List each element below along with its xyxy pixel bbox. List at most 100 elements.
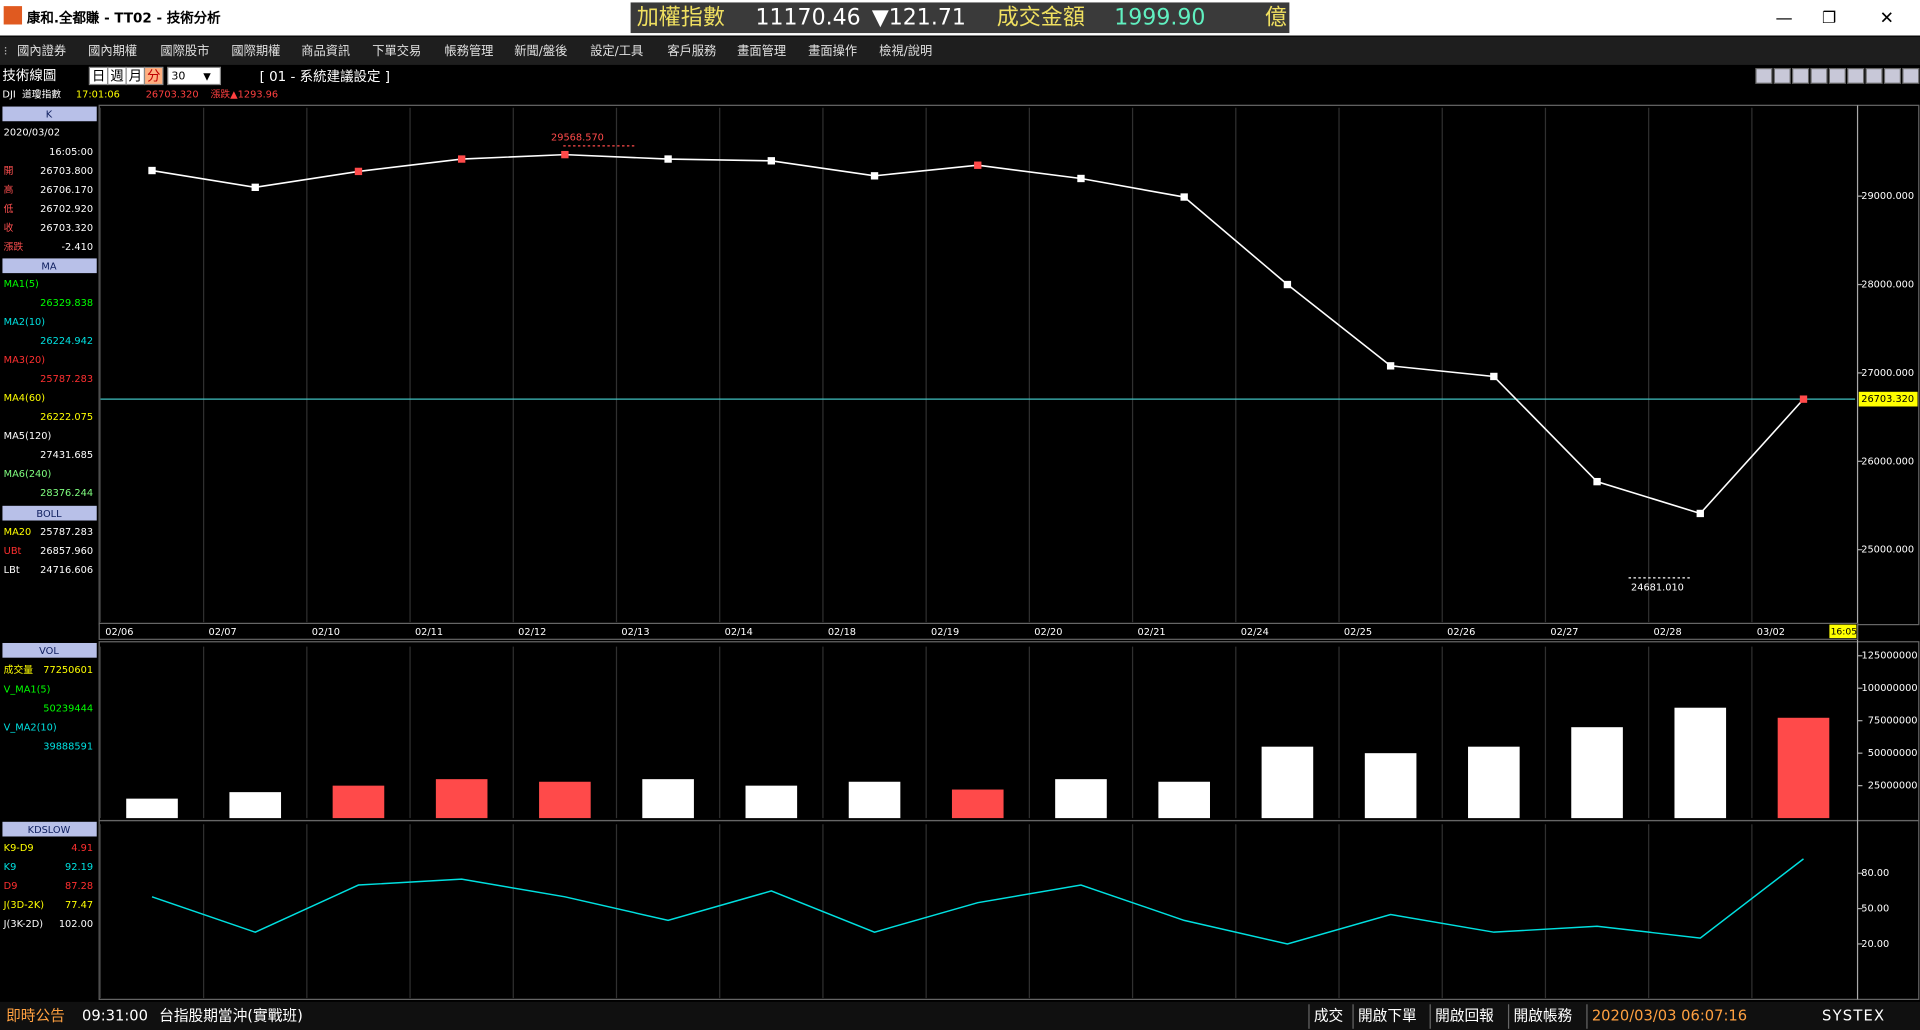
date-axis [98,622,1859,640]
y-tick-label: 50.00 [1861,904,1889,915]
dropdown-arrow: ▼ [203,72,211,83]
y-tick-label: 20.00 [1861,939,1889,950]
tool-icon[interactable] [1792,67,1810,84]
close[interactable]: ✕ [1880,8,1894,28]
menu-item[interactable]: 新聞/盤後 [514,43,567,58]
info-label: 收 [4,221,14,234]
status-button[interactable]: 開啟帳務 [1513,1008,1572,1025]
menu-grip: ⁝ [4,44,8,58]
period-button[interactable] [143,66,164,86]
price-line [151,153,1805,515]
info-label: UBt [4,546,22,557]
info-value: 25787.283 [40,527,93,538]
info-value: 50239444 [43,704,93,715]
price-candle [1490,372,1498,381]
quote-time: 17:01:06 [76,89,120,100]
maximize[interactable]: ❐ [1822,8,1836,27]
price-candle [1593,477,1601,486]
x-tick-label: 02/14 [725,627,753,638]
x-tick-label: 02/10 [312,627,340,638]
volume-bar [229,792,282,819]
y-tick-label: 80.00 [1861,868,1889,879]
tool-icon[interactable] [1773,67,1791,84]
y-tick-label: 75000000 [1868,716,1918,727]
menu-item[interactable]: 商品資訊 [301,43,350,58]
tool-icon[interactable] [1810,67,1828,84]
info-label: 開 [4,165,14,177]
volume-bar [1571,727,1623,819]
last-price-label: 26703.320 [1861,394,1914,405]
y-tick-label: 29000.000 [1861,191,1914,202]
price-candle [1386,362,1395,370]
x-tick-label: 02/24 [1241,627,1269,638]
volume-bar [539,781,591,819]
menu-item[interactable]: 檢視/說明 [879,43,932,58]
status-button[interactable]: 開啟回報 [1435,1008,1494,1025]
x-tick-label: 02/26 [1447,627,1475,638]
menu-item[interactable]: 客戶服務 [667,43,717,58]
menu-item[interactable]: 國際股市 [160,43,209,58]
y-tick-label: 50000000 [1868,748,1918,759]
tool-icon[interactable] [1883,67,1902,84]
info-value: 26329.838 [40,298,93,309]
section-title: BOLL [36,509,62,520]
status-headline: 台指股期當沖(實戰班) [159,1007,303,1025]
info-label: J(3K-2D) [3,919,43,930]
menu-item[interactable]: 畫面操作 [808,43,857,58]
index-value: 11170.46 [756,5,861,30]
section-header [2,642,97,658]
low-label: 24681.010 [1631,583,1684,594]
toolbar-title: 技術線圖 [2,68,56,84]
info-value: 26857.960 [40,546,93,557]
quote-change: 漲跌▲1293.96 [211,87,279,100]
menu-item[interactable]: 畫面管理 [737,43,786,58]
info-time: 16:05:00 [49,147,93,158]
price-candle [664,155,672,163]
x-tick-label: 03/02 [1757,627,1785,638]
period-label: 分 [147,69,160,85]
tool-icon[interactable] [1828,67,1846,84]
menu-item[interactable]: 下單交易 [372,43,421,58]
volume-bar [1777,717,1830,819]
volume-bar [745,785,798,819]
minimize[interactable]: — [1776,8,1793,28]
volume-bar [1055,779,1107,819]
menu-bar [0,36,1920,65]
quote-price: 26703.320 [146,89,199,100]
status-button[interactable]: 成交 [1314,1007,1344,1025]
status-button[interactable]: 開啟下單 [1358,1008,1417,1025]
interval: 30 [171,70,185,83]
info-label: MA1(5) [4,279,39,290]
menu-item[interactable]: 國內證券 [17,43,66,58]
menu-item[interactable]: 設定/工具 [590,43,643,58]
section-header [2,106,97,122]
info-value: 27431.685 [40,450,93,461]
tool-icon[interactable] [1902,67,1920,84]
tool-icon[interactable] [1865,67,1883,84]
price-candle [767,157,775,165]
section-header [2,258,97,274]
section-title: KDSLOW [28,825,71,836]
price-candle [870,172,879,180]
tool-icon[interactable] [1847,67,1865,84]
price-candle [1180,193,1188,201]
volume-bar [126,798,178,819]
section-header [2,821,97,837]
tool-icon[interactable] [1755,67,1773,84]
panel-frame [98,819,1920,1000]
x-tick-label: 02/19 [931,627,959,638]
x-tick-label: 02/13 [621,627,649,638]
y-tick-label: 28000.000 [1861,280,1914,291]
menu-item[interactable]: 帳務管理 [444,43,493,58]
volume-bar [1674,707,1727,819]
info-label: K9 [4,862,17,873]
turnover-value: 1999.90 [1114,5,1205,30]
app-icon [3,6,23,25]
y-tick-label: 125000000 [1862,651,1918,662]
info-value: 26222.075 [40,412,93,423]
interval-select[interactable] [167,66,222,86]
quote-name: 道瓊指數 [22,87,61,100]
menu-item[interactable]: 國內期權 [88,44,137,58]
menu-item[interactable]: 國際期權 [231,44,280,58]
